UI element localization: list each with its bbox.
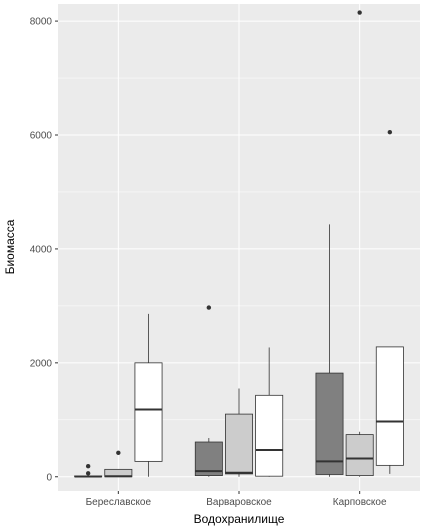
box (225, 388, 253, 477)
outlier-point (387, 129, 393, 135)
outlier-point (206, 305, 212, 310)
box (315, 224, 344, 477)
box-body (345, 434, 374, 477)
x-axis: Береславское Варваровское Карповское (86, 491, 387, 508)
box (345, 10, 374, 477)
box-layer (74, 10, 404, 478)
outlier-point (85, 464, 91, 469)
box-body (134, 362, 163, 462)
box (375, 129, 404, 474)
box-body (194, 441, 223, 477)
y-tick-label: 8000 (30, 17, 53, 28)
outlier-point (85, 471, 91, 476)
x-tick-label: Карповское (333, 497, 387, 508)
x-tick-label: Варваровское (206, 497, 272, 508)
y-axis-title: Биомасса (3, 219, 17, 274)
y-tick-label: 2000 (30, 358, 53, 369)
x-axis-title: Водохранилище (194, 512, 285, 526)
box-body (255, 394, 284, 477)
box (104, 450, 133, 478)
x-tick-label: Береславское (86, 497, 152, 508)
y-tick-label: 6000 (30, 131, 53, 142)
box (74, 464, 103, 478)
y-tick-label: 4000 (30, 244, 53, 255)
outlier-point (116, 450, 121, 456)
box (134, 313, 163, 477)
box (255, 347, 284, 477)
box-body (225, 413, 253, 475)
box-body (375, 346, 404, 466)
outlier-point (357, 10, 362, 15)
box (194, 305, 223, 477)
y-tick-label: 0 (46, 472, 52, 483)
box-body (315, 372, 344, 475)
y-axis: 0 2000 4000 6000 8000 (30, 17, 58, 483)
